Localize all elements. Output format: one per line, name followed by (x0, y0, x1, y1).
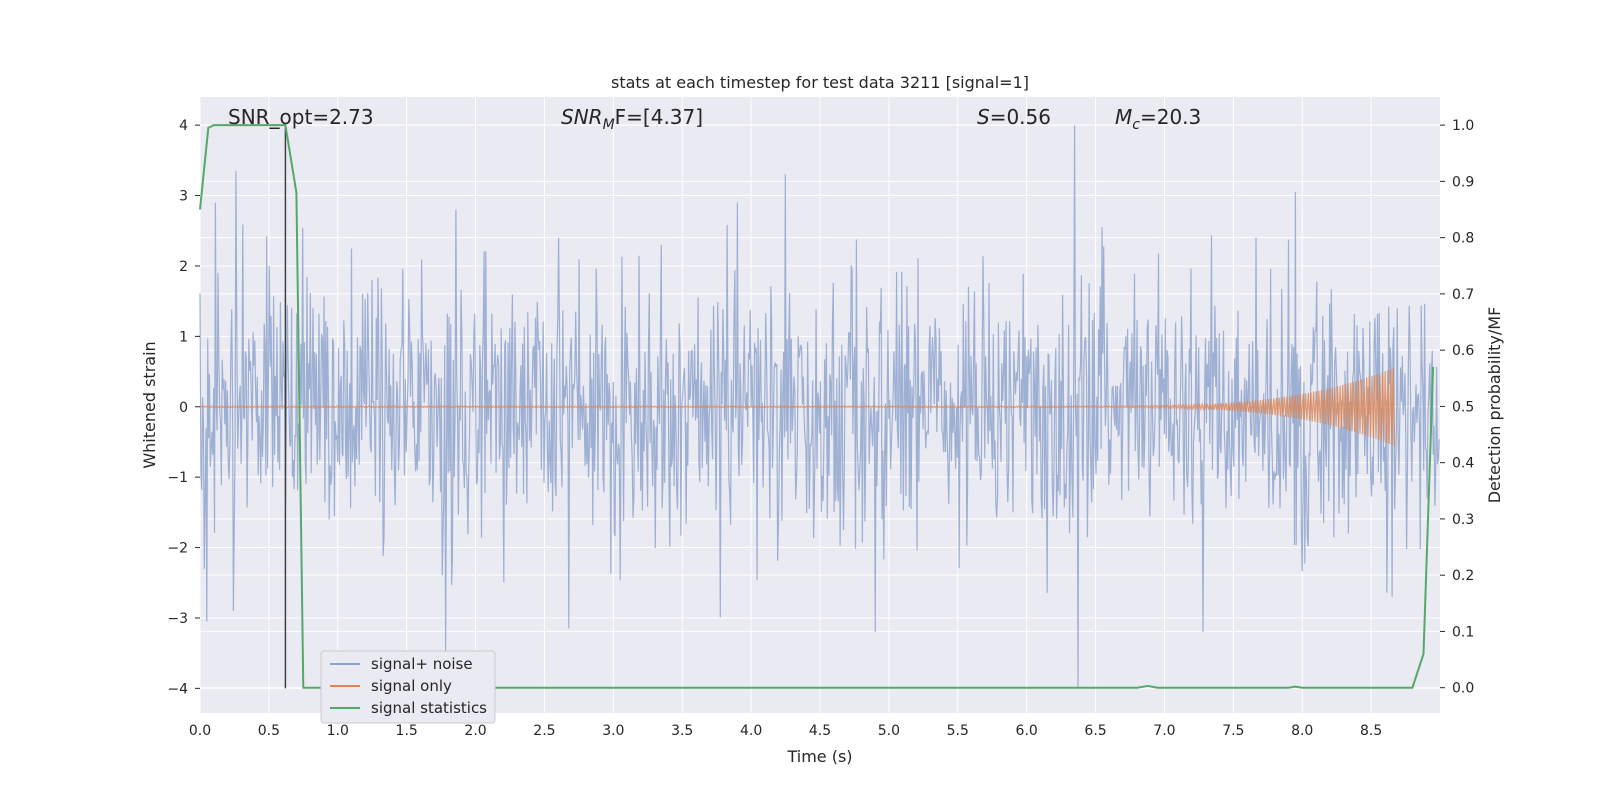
chart-title: stats at each timestep for test data 321… (611, 73, 1029, 92)
series-signal-only (199, 367, 1396, 447)
y2-tick-label: 0.8 (1452, 231, 1474, 247)
y2-tick-label: 0.9 (1452, 174, 1474, 190)
x-tick-label: 1.5 (396, 723, 418, 739)
y2-tick-label: 0.6 (1452, 343, 1474, 359)
y2-tick-label: 0.0 (1452, 681, 1474, 697)
x-tick-label: 5.0 (878, 723, 900, 739)
y-tick-label: −1 (167, 470, 188, 486)
y-ticks: 4 3 2 1 0 −1 −2 −3 −4 (167, 118, 200, 697)
x-tick-label: 7.0 (1153, 723, 1175, 739)
x-tick-label: 6.0 (1016, 723, 1038, 739)
x-tick-label: 7.5 (1222, 723, 1244, 739)
s-var: S (977, 105, 990, 129)
s-rest: =0.56 (990, 105, 1051, 129)
snr-mf-sub: M (603, 117, 615, 133)
x-tick-label: 4.0 (740, 723, 762, 739)
noise-trace (199, 125, 1441, 689)
annotation-mc: Mc=20.3 (1115, 105, 1201, 133)
legend-box (320, 650, 496, 724)
x-tick-label: 2.5 (533, 723, 555, 739)
y-tick-label: 4 (179, 118, 188, 134)
y2-tick-label: 0.2 (1452, 568, 1474, 584)
y-tick-label: 0 (179, 400, 188, 416)
legend-label-noise: signal+ noise (371, 655, 473, 673)
y-tick-label: −3 (167, 611, 188, 627)
series-signal-statistics (199, 124, 1435, 689)
x-tick-label: 5.5 (947, 723, 969, 739)
x-tick-label: 3.5 (671, 723, 693, 739)
x-tick-label: 0.0 (189, 723, 211, 739)
series-signal-plus-noise (199, 125, 1441, 689)
snr-mf-base: SNR (561, 105, 603, 129)
y2-tick-label: 0.5 (1452, 399, 1474, 415)
x-tick-label: 6.5 (1084, 723, 1106, 739)
legend-label-signal: signal only (371, 677, 452, 695)
legend: signal+ noise signal only signal statist… (320, 650, 496, 724)
legend-label-statistics: signal statistics (371, 699, 487, 717)
y2-tick-label: 0.3 (1452, 512, 1474, 528)
annotation-s: S=0.56 (977, 105, 1051, 129)
y-tick-label: 2 (179, 259, 188, 275)
annotation-snr-opt: SNR_opt=2.73 (228, 105, 374, 129)
annotation-snr-mf: SNRMF=[4.37] (561, 105, 703, 133)
x-tick-label: 1.0 (327, 723, 349, 739)
x-tick-label: 8.0 (1291, 723, 1313, 739)
y2-ticks: 1.0 0.9 0.8 0.7 0.6 0.5 0.4 0.3 0.2 0.1 0.0 (1440, 118, 1474, 697)
y-tick-label: 3 (179, 189, 188, 205)
statistics-line (199, 124, 1435, 689)
y2-axis-label: Detection probability/MF (1485, 307, 1504, 504)
y2-tick-label: 0.1 (1452, 624, 1474, 640)
y2-tick-label: 1.0 (1452, 118, 1474, 134)
chirp-trace (199, 367, 1396, 447)
mc-rest: =20.3 (1140, 105, 1201, 129)
y-tick-label: −2 (167, 541, 188, 557)
y-axis-label: Whitened strain (140, 341, 159, 468)
x-tick-label: 3.0 (602, 723, 624, 739)
y2-tick-label: 0.7 (1452, 287, 1474, 303)
x-tick-label: 0.5 (258, 723, 280, 739)
x-tick-label: 8.5 (1360, 723, 1382, 739)
y2-tick-label: 0.4 (1452, 456, 1474, 472)
x-tick-label: 2.0 (464, 723, 486, 739)
x-axis-label: Time (s) (786, 747, 852, 766)
mc-sub: c (1132, 117, 1140, 133)
mc-var: M (1115, 105, 1132, 129)
y-tick-label: −4 (167, 681, 188, 697)
y-tick-label: 1 (179, 329, 188, 345)
snr-mf-rest: F=[4.37] (615, 105, 703, 129)
x-tick-label: 4.5 (809, 723, 831, 739)
x-ticks: 0.0 0.5 1.0 1.5 2.0 2.5 3.0 3.5 4.0 4.5 5.0 5.5 6.0 6… (189, 723, 1382, 739)
